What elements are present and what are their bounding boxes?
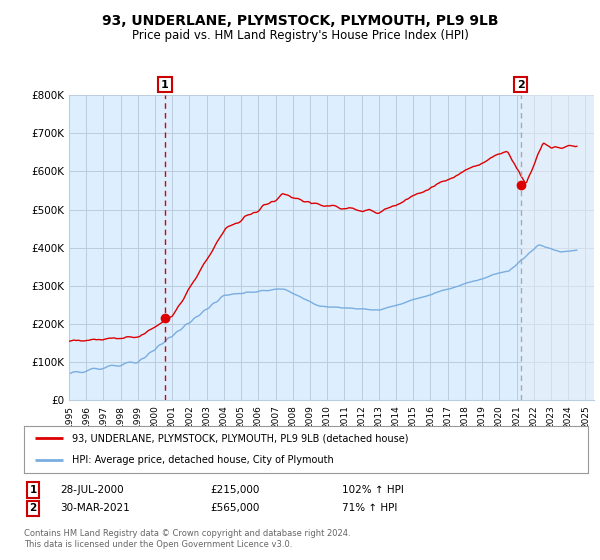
Text: 1: 1 [29,485,37,495]
Text: 2: 2 [517,80,524,90]
Text: 102% ↑ HPI: 102% ↑ HPI [342,485,404,495]
Text: 93, UNDERLANE, PLYMSTOCK, PLYMOUTH, PL9 9LB: 93, UNDERLANE, PLYMSTOCK, PLYMOUTH, PL9 … [102,14,498,28]
Bar [521,95,594,400]
Text: £565,000: £565,000 [210,503,259,514]
Text: HPI: Average price, detached house, City of Plymouth: HPI: Average price, detached house, City… [72,455,334,465]
Text: 71% ↑ HPI: 71% ↑ HPI [342,503,397,514]
Text: 2: 2 [29,503,37,514]
Text: This data is licensed under the Open Government Licence v3.0.: This data is licensed under the Open Gov… [24,540,292,549]
Text: 28-JUL-2000: 28-JUL-2000 [60,485,124,495]
Text: Contains HM Land Registry data © Crown copyright and database right 2024.: Contains HM Land Registry data © Crown c… [24,529,350,538]
Text: 30-MAR-2021: 30-MAR-2021 [60,503,130,514]
Text: 93, UNDERLANE, PLYMSTOCK, PLYMOUTH, PL9 9LB (detached house): 93, UNDERLANE, PLYMSTOCK, PLYMOUTH, PL9 … [72,433,409,444]
Text: Price paid vs. HM Land Registry's House Price Index (HPI): Price paid vs. HM Land Registry's House … [131,29,469,42]
Text: £215,000: £215,000 [210,485,259,495]
Text: 1: 1 [161,80,169,90]
